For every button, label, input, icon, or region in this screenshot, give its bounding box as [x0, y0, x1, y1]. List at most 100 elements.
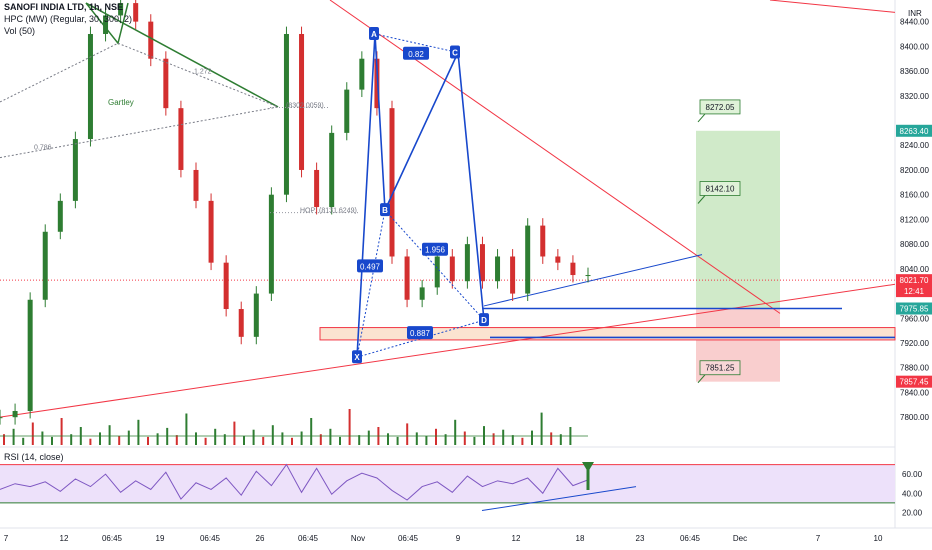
rsi-tick-label: 60.00: [902, 470, 923, 479]
volume-bar: [89, 438, 92, 445]
volume-bar: [425, 436, 428, 445]
volume-bar: [406, 423, 409, 445]
volume-bar: [310, 418, 313, 445]
symbol-title: SANOFI INDIA LTD, 1h, NSE: [4, 2, 124, 12]
x-tick-label: 9: [456, 534, 461, 543]
volume-bar: [3, 434, 5, 445]
volume-bar: [118, 436, 121, 445]
target-label: 7851.25: [706, 364, 735, 373]
volume-bar: [271, 425, 274, 445]
ratio-box: [403, 46, 429, 60]
volume-bar: [550, 432, 553, 445]
volume-bar: [348, 409, 351, 445]
volume-bar: [41, 431, 44, 445]
ratio-label: 0.887: [410, 329, 431, 338]
volume-bar: [483, 426, 485, 445]
point-label: A: [371, 30, 377, 39]
candle-body: [344, 89, 350, 133]
volume-bar: [214, 428, 217, 445]
xb-leg: [356, 210, 386, 358]
price-tag-bg: [896, 302, 932, 315]
y-tick-label: 7800.00: [900, 413, 929, 422]
candle-body: [299, 33, 305, 170]
candle-body: [510, 256, 516, 294]
volume-bar: [147, 436, 149, 445]
volume-bar: [492, 433, 495, 445]
point-label-box: [479, 313, 489, 327]
point-label: D: [481, 316, 487, 325]
volume-bar: [329, 428, 332, 445]
volume-bar: [540, 412, 543, 445]
ratio-label: 0.82: [408, 50, 424, 59]
y-tick-label: 8120.00: [900, 215, 929, 224]
bd-leg: [384, 209, 485, 321]
ratio-label: 0.497: [360, 262, 381, 271]
candle-body: [359, 58, 365, 90]
volume-bar: [70, 434, 73, 445]
volume-bar: [300, 431, 303, 445]
gartley-pattern: [85, 2, 279, 108]
candle-body: [118, 3, 124, 16]
y-tick-label: 8160.00: [900, 191, 929, 200]
candle-body: [540, 225, 546, 257]
price-tag: 8263.40: [900, 127, 929, 136]
point-label: B: [382, 206, 388, 215]
candle-body: [329, 132, 335, 208]
volume-bar: [156, 433, 159, 445]
volume-bar: [559, 434, 562, 445]
y-tick-label: 8440.00: [900, 18, 929, 27]
candle-body: [208, 200, 214, 263]
volume-bar: [454, 419, 457, 445]
x-tick-label: 23: [636, 534, 645, 543]
volume-bar: [387, 433, 389, 445]
volume-bar: [435, 428, 437, 445]
volume-bar: [252, 429, 255, 445]
volume-bar: [319, 434, 322, 445]
price-tag-bg: [896, 124, 932, 137]
candle-body: [389, 108, 395, 257]
volume-bar: [175, 435, 178, 445]
x-tick-label: Nov: [351, 534, 365, 543]
y-tick-label: 7840.00: [900, 388, 929, 397]
volume-bar: [511, 435, 514, 445]
candle-body: [464, 244, 470, 282]
candle-body: [163, 58, 169, 109]
candle-body: [72, 139, 78, 201]
ratio-box: [357, 259, 383, 273]
x-tick-label: 06:45: [680, 534, 701, 543]
y-tick-label: 8360.00: [900, 67, 929, 76]
x-tick-label: 12: [512, 534, 521, 543]
rsi-band: [0, 464, 895, 503]
candle-body: [374, 58, 380, 109]
volume-bar: [502, 429, 505, 445]
y-tick-label: 7960.00: [900, 314, 929, 323]
candle-body: [87, 33, 93, 140]
x-tick-label: 06:45: [298, 534, 319, 543]
gartley-leg-2: [117, 42, 279, 108]
point-label-box: [369, 26, 379, 40]
candle-body: [178, 108, 184, 170]
price-tag-bg: [896, 274, 932, 287]
volume-bar: [223, 434, 226, 445]
candle-body: [479, 244, 485, 282]
candle-body: [525, 225, 531, 294]
candle-body: [419, 287, 425, 300]
volume-bar: [185, 413, 188, 445]
candle-body: [193, 169, 199, 201]
volume-bar: [127, 430, 130, 445]
volume-bar: [367, 430, 370, 445]
volume-bar: [204, 437, 207, 445]
price-tag-bg: [896, 375, 932, 388]
volume-bar: [281, 432, 284, 445]
candle-body: [223, 262, 229, 310]
y-tick-label: 8040.00: [900, 265, 929, 274]
candle-body: [27, 299, 33, 412]
x-tick-label: 06:45: [200, 534, 221, 543]
volume-bar: [473, 436, 476, 445]
y-tick-label: 7880.00: [900, 364, 929, 373]
rsi-tick-label: 40.00: [902, 489, 923, 498]
volume-label: Vol (50): [4, 26, 36, 36]
candle-body: [314, 169, 320, 208]
